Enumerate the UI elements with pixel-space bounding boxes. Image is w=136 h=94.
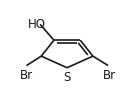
Text: HO: HO: [27, 18, 46, 31]
Text: Br: Br: [103, 69, 116, 82]
Text: S: S: [63, 71, 71, 84]
Text: Br: Br: [19, 69, 33, 82]
